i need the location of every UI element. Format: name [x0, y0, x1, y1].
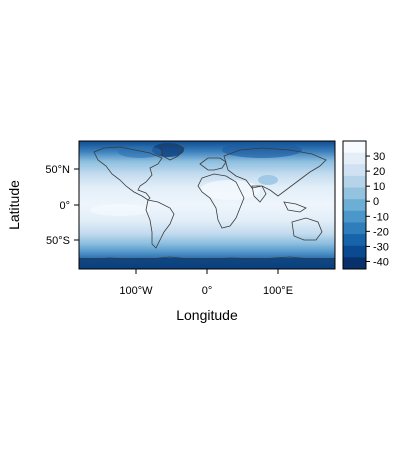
- colorbar-tick-label: 30: [373, 151, 385, 163]
- latitude-axis: 50°N 0° 50°S Latitude: [6, 164, 79, 247]
- colorbar-block: [343, 245, 366, 258]
- lon-tick-100w: 100°W: [119, 285, 153, 297]
- colorbar-block: [343, 257, 366, 270]
- colorbar-block: [343, 210, 366, 223]
- map-panel: [78, 140, 336, 270]
- lon-tick-0: 0°: [202, 285, 213, 297]
- colorbar-block: [343, 187, 366, 200]
- asia-outline: [223, 147, 327, 197]
- colorbar-tick-label: -40: [373, 256, 389, 268]
- lat-tick-50s: 50°S: [46, 235, 70, 247]
- colorbar-tick-label: 0: [373, 196, 379, 208]
- colorbar-block: [343, 222, 366, 235]
- colorbar-blocks: [343, 141, 366, 270]
- colorbar-block: [343, 164, 366, 177]
- colorbar-block: [343, 199, 366, 212]
- lat-tick-50n: 50°N: [45, 164, 70, 176]
- y-axis-label: Latitude: [6, 180, 22, 230]
- colorbar-tick-label: -20: [373, 226, 389, 238]
- coastlines: [79, 143, 335, 261]
- colorbar-tick-label: 10: [373, 181, 385, 193]
- africa-outline: [197, 173, 245, 229]
- colorbar: 30 20 10 0 -10 -20 -30 -40: [342, 140, 389, 270]
- australia-outline: [291, 217, 323, 241]
- south-america-outline: [145, 199, 175, 249]
- lon-tick-100e: 100°E: [263, 285, 293, 297]
- indonesia-outline: [283, 201, 307, 213]
- longitude-axis: 100°W 0° 100°E Longitude: [119, 269, 293, 323]
- india-outline: [251, 185, 267, 203]
- antarctica-outline: [79, 256, 335, 261]
- colorbar-block: [343, 175, 366, 189]
- europe-outline: [199, 157, 227, 171]
- greenland-outline: [159, 143, 185, 161]
- colorbar-tick-label: -30: [373, 241, 389, 253]
- temperature-anomalies: [79, 142, 335, 269]
- colorbar-block: [343, 152, 366, 165]
- north-america-outline: [93, 146, 163, 201]
- colorbar-frame: [342, 140, 367, 270]
- lat-tick-0: 0°: [59, 200, 70, 212]
- colorbar-tick-label: -10: [373, 211, 389, 223]
- colorbar-block: [343, 234, 366, 247]
- colorbar-tick-label: 20: [373, 166, 385, 178]
- x-axis-label: Longitude: [176, 307, 238, 323]
- colorbar-block: [343, 141, 366, 154]
- colorbar-ticks: 30 20 10 0 -10 -20 -30 -40: [366, 151, 389, 268]
